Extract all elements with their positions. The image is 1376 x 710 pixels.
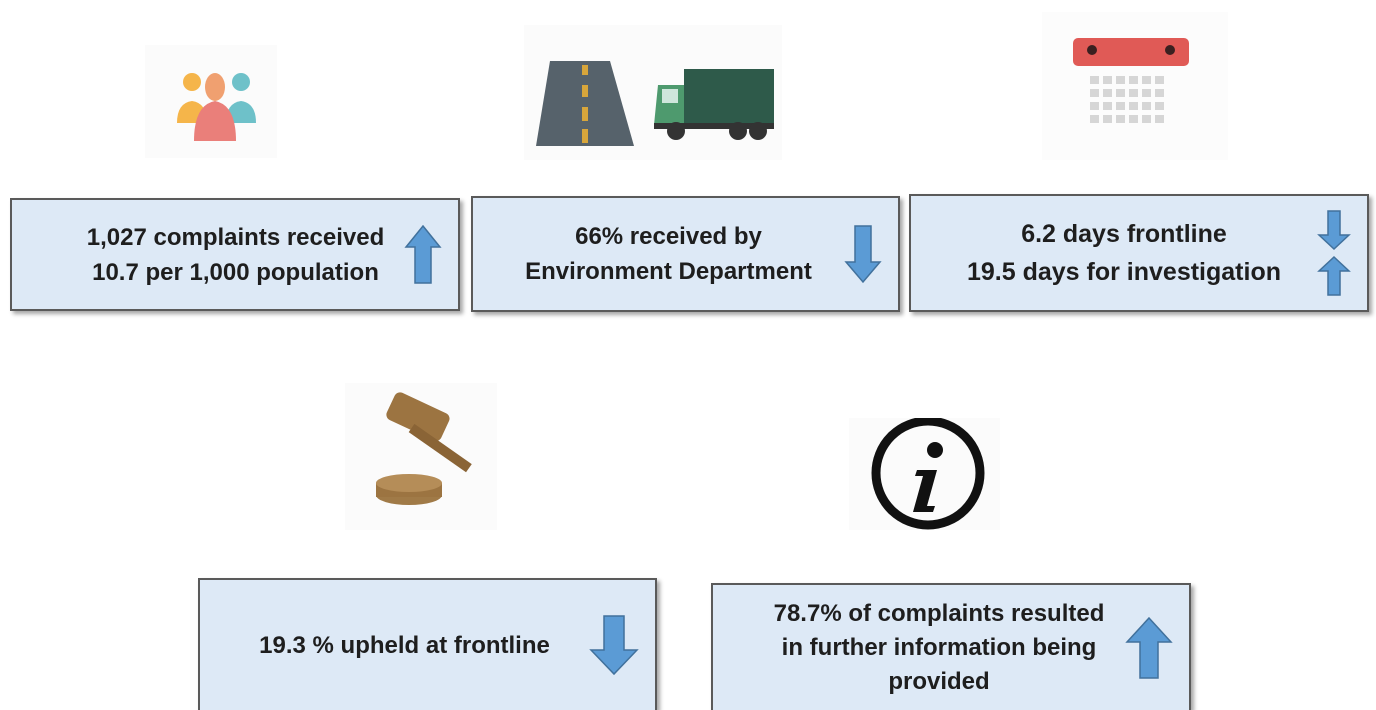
- trend-arrows: [404, 224, 442, 285]
- card-text: 6.2 days frontline 19.5 days for investi…: [931, 215, 1317, 291]
- trend-arrows: [844, 224, 882, 284]
- card-text: 78.7% of complaints resulted in further …: [753, 597, 1125, 699]
- card-line: 10.7 per 1,000 population: [92, 258, 379, 286]
- trend-arrows: [1317, 209, 1351, 297]
- card: 78.7% of complaints resulted in further …: [711, 583, 1191, 710]
- down-arrow: [844, 225, 882, 284]
- card: 6.2 days frontline 19.5 days for investi…: [909, 194, 1369, 312]
- card-text: 19.3 % upheld at frontline: [220, 628, 589, 663]
- calendar-icon: [1042, 12, 1228, 160]
- card: 19.3 % upheld at frontline: [198, 578, 657, 710]
- card-line: in further information being: [781, 633, 1097, 661]
- card-line: Environment Department: [525, 258, 812, 285]
- trend-arrows: [1125, 616, 1173, 680]
- road-truck-icon: [524, 25, 782, 160]
- card-line: 19.5 days for investigation: [967, 258, 1281, 286]
- card-line: 6.2 days frontline: [1021, 220, 1227, 248]
- card: 1,027 complaints received 10.7 per 1,000…: [10, 198, 460, 311]
- up-arrow: [404, 224, 442, 284]
- card-text: 66% received by Environment Department: [493, 219, 844, 289]
- up-arrow: [1317, 255, 1351, 296]
- down-arrow: [589, 615, 639, 676]
- trend-arrows: [589, 614, 639, 676]
- card-text: 1,027 complaints received 10.7 per 1,000…: [67, 220, 404, 290]
- people-icon: [145, 45, 277, 158]
- card-line: 78.7% of complaints resulted: [773, 599, 1105, 627]
- info-icon: [849, 418, 1000, 530]
- down-arrow: [1317, 210, 1351, 251]
- up-arrow: [1125, 616, 1173, 679]
- gavel-icon: [345, 383, 497, 530]
- card: 66% received by Environment Department: [471, 196, 900, 312]
- card-line: 66% received by: [575, 223, 762, 250]
- card-line: 19.3 % upheld at frontline: [259, 631, 550, 659]
- card-line: 1,027 complaints received: [86, 223, 385, 251]
- card-line: provided: [888, 667, 990, 695]
